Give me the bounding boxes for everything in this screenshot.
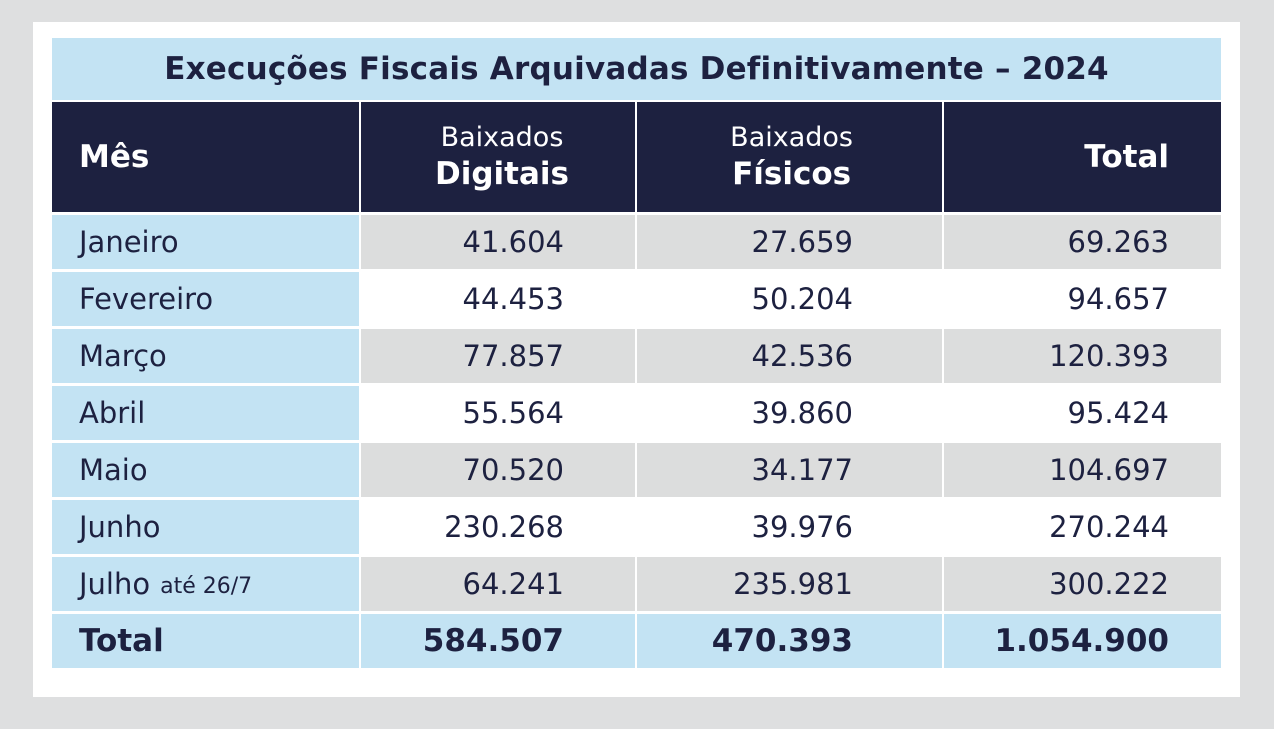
table-card: Execuções Fiscais Arquivadas Definitivam… [33,22,1240,697]
row-physical: 39.976 [637,500,942,554]
header-total: Total [944,102,1221,212]
row-month-note: até 26/7 [160,573,253,599]
row-month: Junho [52,500,359,554]
row-month-label: Março [79,339,167,373]
row-physical: 27.659 [637,215,942,269]
table-header: Mês Baixados Digitais Baixados Físicos T… [52,102,1221,212]
table-row: Maio 70.520 34.177 104.697 [52,443,1221,497]
row-digital: 230.268 [361,500,635,554]
table-row: Abril 55.564 39.860 95.424 [52,386,1221,440]
row-month: Abril [52,386,359,440]
table-row: Março 77.857 42.536 120.393 [52,329,1221,383]
row-total: 94.657 [944,272,1221,326]
row-total: 104.697 [944,443,1221,497]
totals-physical: 470.393 [637,614,942,668]
row-digital: 64.241 [361,557,635,611]
row-digital: 70.520 [361,443,635,497]
row-month: Janeiro [52,215,359,269]
table-row: Janeiro 41.604 27.659 69.263 [52,215,1221,269]
table-row: Junho 230.268 39.976 270.244 [52,500,1221,554]
header-physical-line2: Físicos [732,156,852,192]
row-month-label: Abril [79,396,146,430]
header-digital: Baixados Digitais [361,102,635,212]
row-physical: 50.204 [637,272,942,326]
row-digital: 77.857 [361,329,635,383]
row-total: 69.263 [944,215,1221,269]
table-row: Fevereiro 44.453 50.204 94.657 [52,272,1221,326]
row-total: 270.244 [944,500,1221,554]
header-digital-line2: Digitais [435,156,569,192]
row-physical: 39.860 [637,386,942,440]
fiscal-executions-table: Execuções Fiscais Arquivadas Definitivam… [52,38,1221,668]
row-physical: 42.536 [637,329,942,383]
header-month: Mês [52,102,359,212]
row-month: Julho até 26/7 [52,557,359,611]
header-physical-line1: Baixados [730,122,853,153]
row-digital: 55.564 [361,386,635,440]
row-month: Março [52,329,359,383]
row-month: Maio [52,443,359,497]
row-digital: 44.453 [361,272,635,326]
row-month-label: Junho [79,510,161,544]
row-month-label: Janeiro [79,225,179,259]
header-digital-line1: Baixados [440,122,564,153]
row-month-label: Maio [79,453,148,487]
totals-digital: 584.507 [361,614,635,668]
row-month-label: Fevereiro [79,282,214,316]
totals-label: Total [52,614,359,668]
row-digital: 41.604 [361,215,635,269]
row-month: Fevereiro [52,272,359,326]
totals-row: Total 584.507 470.393 1.054.900 [52,614,1221,668]
row-physical: 34.177 [637,443,942,497]
row-total: 300.222 [944,557,1221,611]
table-row: Julho até 26/7 64.241 235.981 300.222 [52,557,1221,611]
totals-total: 1.054.900 [944,614,1221,668]
row-month-label: Julho [79,567,151,601]
row-physical: 235.981 [637,557,942,611]
row-total: 95.424 [944,386,1221,440]
header-physical: Baixados Físicos [637,102,942,212]
row-total: 120.393 [944,329,1221,383]
table-title: Execuções Fiscais Arquivadas Definitivam… [52,38,1221,100]
